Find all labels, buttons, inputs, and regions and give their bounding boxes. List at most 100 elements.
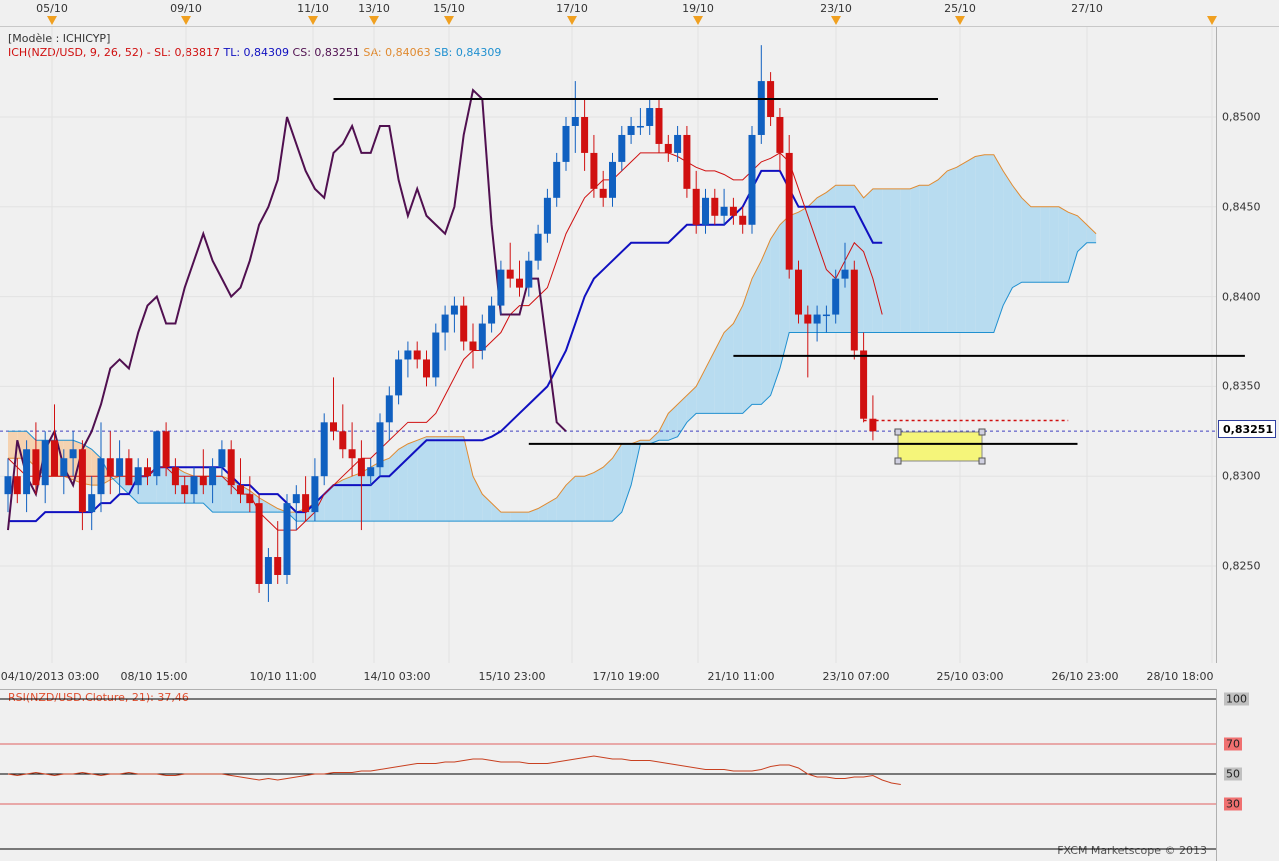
candle-body: [627, 125, 635, 135]
ichimoku-cloud-segment: [891, 188, 901, 333]
ichimoku-cloud-segment: [910, 185, 920, 333]
candle-body: [320, 422, 328, 477]
event-marker-icon[interactable]: [567, 16, 577, 25]
ichimoku-cloud-segment: [1068, 212, 1078, 283]
ichimoku-cloud-segment: [714, 332, 725, 414]
candle-body: [776, 117, 784, 153]
indicator-legend: ICH(NZD/USD, 9, 26, 52) - SL: 0,83817 TL…: [8, 46, 501, 59]
ichimoku-cloud-segment: [863, 188, 873, 333]
ichimoku-cloud-segment: [919, 185, 929, 333]
candle-body: [330, 422, 337, 432]
rsi-level-label: 70: [1224, 737, 1242, 751]
time-tick-label: 21/10 11:00: [707, 670, 775, 683]
candle-body: [469, 341, 477, 351]
footer-copyright: FXCM Marketscope © 2013: [1057, 844, 1207, 857]
candle-body: [804, 314, 812, 324]
event-marker-icon[interactable]: [308, 16, 318, 25]
candle-body: [534, 233, 542, 261]
candle-body: [822, 314, 830, 317]
event-marker-icon[interactable]: [444, 16, 454, 25]
candle-body: [106, 458, 114, 477]
ichimoku-cloud-segment: [361, 467, 371, 522]
ichimoku-cloud-segment: [8, 431, 18, 459]
ichimoku-cloud-segment: [900, 188, 911, 333]
event-marker-icon[interactable]: [47, 16, 57, 25]
event-marker-icon[interactable]: [831, 16, 841, 25]
ichimoku-cloud-segment: [761, 239, 771, 405]
event-marker-icon[interactable]: [955, 16, 965, 25]
ichimoku-cloud-segment: [1021, 197, 1031, 283]
top-date-label: 05/10: [36, 2, 68, 15]
ichimoku-cloud-segment: [1086, 224, 1097, 243]
candle-body: [116, 458, 124, 477]
highlight-handle: [894, 457, 902, 465]
ichimoku-cloud-segment: [659, 413, 669, 441]
candle-body: [78, 449, 86, 513]
candle-body: [441, 314, 449, 333]
candle-body: [609, 161, 616, 198]
candle-body: [199, 476, 207, 486]
price-tick-label: 0,8350: [1222, 379, 1261, 393]
candle-body: [739, 215, 747, 225]
senkou-b-line: [8, 242, 1097, 522]
rsi-level-label: 100: [1224, 692, 1249, 706]
top-date-label: 25/10: [944, 2, 976, 15]
event-marker-icon[interactable]: [369, 16, 379, 25]
top-date-label: 19/10: [682, 2, 714, 15]
candle-body: [69, 449, 77, 459]
ichimoku-cloud-segment: [621, 443, 632, 513]
ichimoku-cloud-segment: [872, 188, 883, 333]
time-tick-label: 04/10/2013 03:00: [0, 670, 100, 683]
ichimoku-cloud-segment: [593, 467, 604, 522]
ichimoku-cloud-segment: [342, 476, 353, 522]
candle-body: [478, 323, 486, 351]
candle-body: [785, 152, 793, 270]
candle-body: [450, 305, 458, 315]
ichimoku-cloud-segment: [556, 485, 566, 522]
candle-body: [543, 197, 551, 234]
candle-body: [599, 188, 607, 198]
ichimoku-cloud-segment: [547, 497, 557, 522]
event-marker-icon[interactable]: [693, 16, 703, 25]
rsi-level-label: 30: [1224, 797, 1242, 811]
rsi-panel[interactable]: [0, 689, 1217, 861]
candle-body: [88, 494, 96, 513]
candle-body: [571, 117, 579, 126]
rsi-line: [7, 755, 901, 785]
candle-body: [376, 422, 384, 468]
candle-body: [395, 359, 403, 396]
ichimoku-cloud-segment: [398, 443, 408, 522]
candle-body: [590, 152, 598, 189]
ichimoku-cloud-segment: [1003, 170, 1013, 306]
candle-body: [702, 197, 709, 225]
senkou-a-line: [8, 154, 1097, 513]
legend-sa: SA: 0,84063: [363, 46, 431, 59]
candle-body: [125, 458, 133, 486]
candle-body: [134, 467, 142, 486]
candle-body: [841, 269, 849, 279]
ichimoku-cloud-segment: [473, 476, 483, 522]
ichimoku-cloud-segment: [370, 461, 380, 522]
ichimoku-cloud-segment: [1058, 206, 1069, 283]
event-marker-icon[interactable]: [181, 16, 191, 25]
candle-body: [60, 458, 68, 477]
candle-body: [237, 485, 244, 495]
candle-body: [171, 467, 179, 486]
candle-body: [506, 269, 514, 279]
event-marker-icon[interactable]: [1207, 16, 1217, 25]
candle-body: [423, 359, 430, 378]
ichimoku-cloud-segment: [445, 436, 455, 522]
candle-body: [562, 125, 570, 162]
legend-tl: TL: 0,84309: [223, 46, 290, 59]
price-tick-label: 0,8450: [1222, 200, 1261, 214]
candle-body: [860, 350, 868, 419]
ichimoku-cloud-segment: [975, 154, 985, 333]
ichimoku-cloud-segment: [519, 512, 529, 522]
candle-body: [41, 440, 49, 486]
candle-body: [190, 476, 198, 495]
candle-body: [367, 467, 375, 477]
main-chart-panel[interactable]: [0, 27, 1217, 663]
time-tick-label: 10/10 11:00: [249, 670, 317, 683]
candle-body: [218, 449, 226, 468]
candle-body: [813, 314, 821, 324]
